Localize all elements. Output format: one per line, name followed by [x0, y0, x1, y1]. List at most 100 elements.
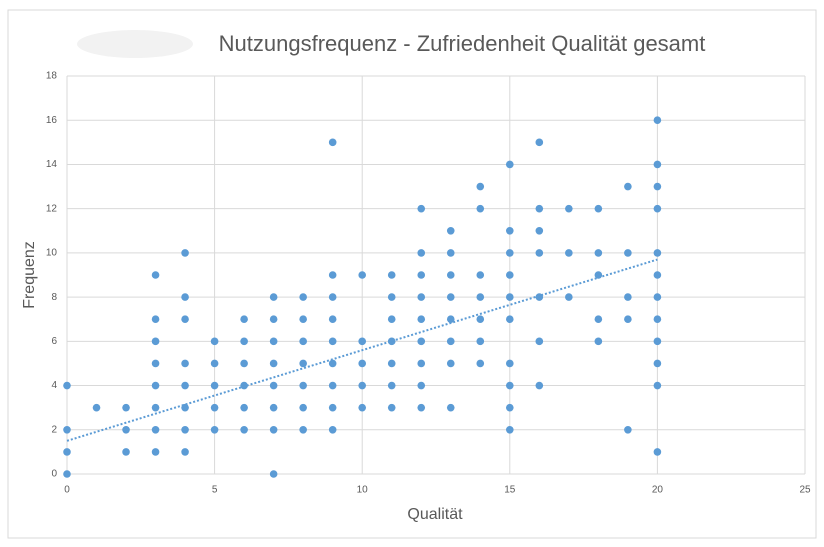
point	[151, 271, 160, 279]
point	[506, 425, 514, 434]
point	[594, 204, 603, 213]
y-tick-label: 2	[51, 424, 57, 435]
point	[328, 315, 337, 324]
point	[122, 403, 130, 412]
x-tick-label: 15	[504, 485, 516, 496]
point	[387, 271, 396, 279]
point	[240, 315, 248, 324]
point	[506, 315, 514, 324]
y-tick-label: 4	[51, 380, 57, 391]
point	[653, 381, 662, 390]
point	[299, 315, 307, 324]
point	[240, 359, 248, 368]
point	[476, 315, 485, 324]
point	[151, 448, 160, 456]
point	[653, 182, 662, 191]
point	[328, 359, 337, 368]
point	[535, 381, 544, 390]
point	[535, 249, 544, 257]
point	[476, 359, 485, 368]
point	[417, 381, 426, 390]
point	[269, 403, 278, 412]
point	[269, 359, 278, 368]
point	[417, 359, 426, 368]
point	[181, 249, 189, 257]
point	[653, 116, 662, 125]
point	[653, 337, 662, 346]
point	[535, 226, 544, 235]
point	[299, 337, 307, 346]
point	[358, 271, 367, 279]
point	[506, 293, 514, 301]
y-tick-label: 8	[51, 292, 57, 303]
point	[269, 315, 278, 324]
x-tick-label: 20	[652, 485, 664, 496]
point	[387, 381, 396, 390]
point	[653, 271, 662, 279]
point	[387, 403, 396, 412]
point	[653, 315, 662, 324]
point	[653, 204, 662, 213]
point	[387, 293, 396, 301]
redaction	[77, 30, 193, 58]
point	[506, 249, 514, 257]
point	[624, 293, 632, 301]
point	[653, 359, 662, 368]
point	[181, 293, 189, 301]
point	[446, 293, 455, 301]
point	[446, 403, 455, 412]
point	[535, 204, 544, 213]
point	[181, 315, 189, 324]
x-tick-label: 0	[64, 485, 70, 496]
point	[122, 448, 130, 456]
point	[535, 138, 544, 147]
point	[92, 403, 101, 412]
point	[476, 293, 485, 301]
point	[269, 337, 278, 346]
point	[210, 403, 219, 412]
point	[63, 448, 71, 456]
point	[328, 271, 337, 279]
point	[269, 470, 278, 478]
point	[328, 403, 337, 412]
point	[506, 160, 514, 169]
point	[417, 204, 426, 213]
point	[181, 359, 189, 368]
point	[122, 425, 130, 434]
point	[151, 403, 160, 412]
point	[240, 337, 248, 346]
point	[417, 249, 426, 257]
y-tick-label: 12	[46, 203, 58, 214]
point	[358, 359, 367, 368]
point	[387, 337, 396, 346]
point	[506, 381, 514, 390]
point	[181, 425, 189, 434]
point	[476, 204, 485, 213]
point	[446, 226, 455, 235]
point	[506, 403, 514, 412]
point	[240, 403, 248, 412]
point	[328, 381, 337, 390]
point	[446, 337, 455, 346]
point	[328, 337, 337, 346]
point	[63, 470, 71, 478]
point	[506, 359, 514, 368]
point	[594, 315, 603, 324]
point	[151, 381, 160, 390]
y-tick-label: 16	[46, 115, 58, 126]
point	[387, 315, 396, 324]
point	[151, 425, 160, 434]
point	[358, 381, 367, 390]
point	[387, 359, 396, 368]
y-tick-label: 0	[51, 469, 57, 480]
point	[417, 271, 426, 279]
chart-title: Nutzungsfrequenz - Zufriedenheit Qualitä…	[219, 31, 706, 56]
point	[446, 249, 455, 257]
y-tick-label: 6	[51, 336, 57, 347]
point	[446, 271, 455, 279]
point	[358, 403, 367, 412]
point	[328, 425, 337, 434]
point	[446, 359, 455, 368]
point	[358, 337, 367, 346]
trendline	[66, 258, 658, 442]
